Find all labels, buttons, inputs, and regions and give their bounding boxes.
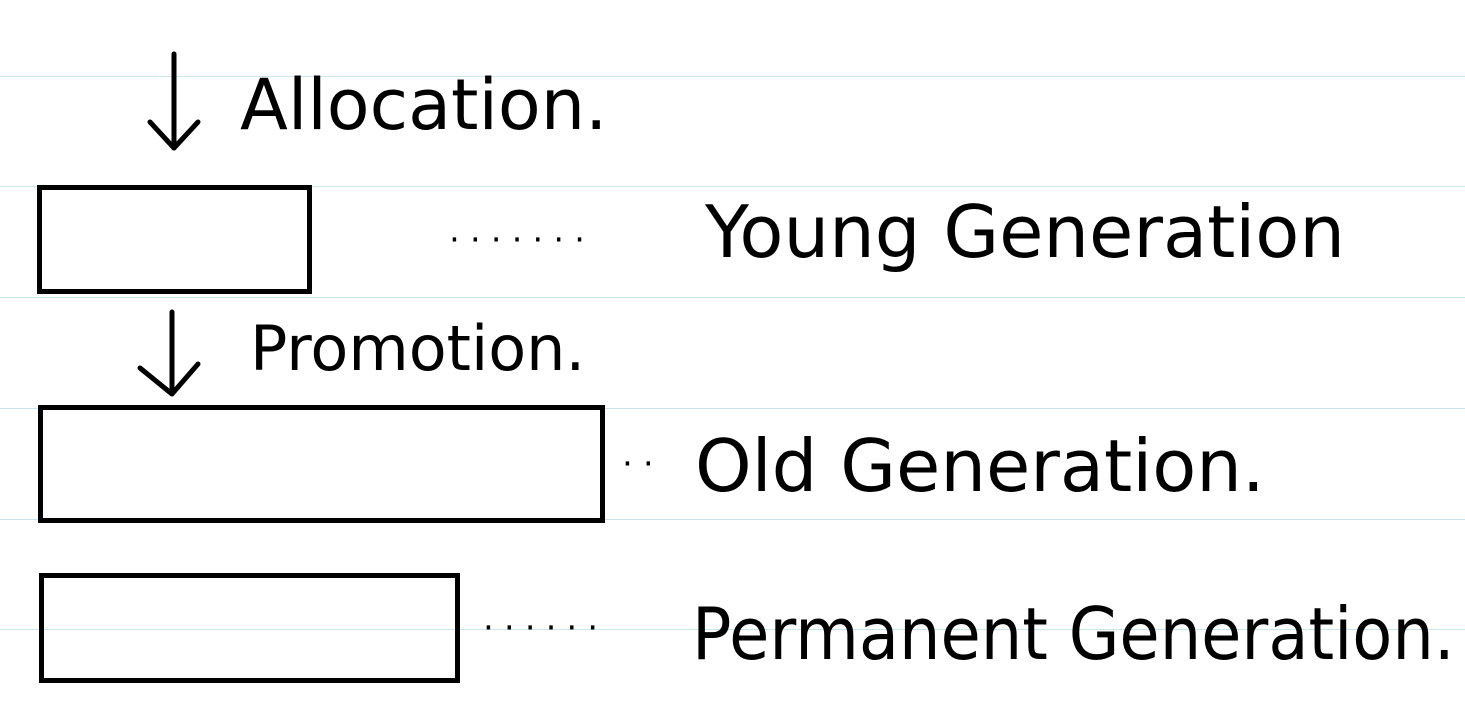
old-generation-label: Old Generation. — [695, 424, 1265, 508]
young-generation-label: Young Generation — [705, 190, 1345, 274]
old-generation-leader-dots: ·· — [619, 447, 661, 480]
ruled-line — [0, 629, 1465, 630]
permanent-generation-leader-dots: ······ — [480, 611, 606, 644]
ruled-line — [0, 297, 1465, 298]
ruled-line — [0, 76, 1465, 77]
allocation-arrow-icon — [147, 51, 201, 151]
old-generation-box — [38, 405, 605, 523]
permanent-generation-box — [39, 573, 460, 683]
permanent-generation-label: Permanent Generation. — [692, 592, 1455, 676]
young-generation-leader-dots: ······· — [446, 223, 593, 256]
promotion-arrow-icon — [137, 309, 201, 397]
ruled-line — [0, 519, 1465, 520]
allocation-label: Allocation. — [240, 64, 608, 146]
ruled-line — [0, 186, 1465, 187]
promotion-label: Promotion. — [250, 312, 586, 385]
ruled-line — [0, 408, 1465, 409]
young-generation-box — [37, 185, 312, 294]
